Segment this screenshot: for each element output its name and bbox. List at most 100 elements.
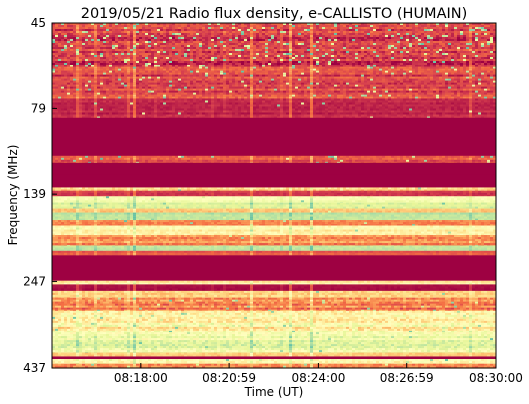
heat-cell: [283, 70, 286, 73]
heat-cell: [307, 37, 310, 39]
heat-cell: [286, 53, 289, 55]
heat-cell: [490, 76, 493, 79]
heat-cell: [415, 70, 418, 73]
heat-cell: [424, 66, 427, 69]
heat-cell: [358, 86, 361, 89]
heat-cell: [64, 57, 67, 59]
heat-cell: [262, 37, 265, 39]
heat-cell: [58, 41, 61, 43]
heat-cell: [190, 37, 193, 39]
heat-cell: [415, 84, 418, 87]
heat-cell: [73, 84, 76, 87]
heat-cell: [85, 39, 88, 41]
heat-cell: [460, 72, 463, 75]
heat-cell: [331, 82, 334, 85]
heat-cell: [463, 70, 466, 73]
heat-cell: [370, 80, 373, 83]
heat-cell: [451, 57, 454, 59]
heat-cell: [331, 68, 334, 71]
heat-cell: [343, 57, 346, 59]
heat-cell: [370, 74, 373, 77]
heat-cell: [469, 82, 472, 85]
heat-cell: [151, 86, 154, 89]
heat-cell: [130, 53, 133, 55]
heat-cell: [184, 31, 187, 33]
heat-cell: [322, 55, 325, 57]
heat-cell: [127, 31, 130, 33]
heat-cell: [409, 59, 412, 61]
heat-cell: [106, 55, 109, 57]
heat-cell: [139, 41, 142, 43]
heat-cell: [385, 29, 388, 31]
heat-cell: [163, 41, 166, 43]
heat-cell: [322, 59, 325, 61]
heat-cell: [346, 66, 349, 69]
heat-cell: [454, 66, 457, 69]
heat-cell: [283, 84, 286, 87]
heat-cell: [406, 49, 409, 51]
heat-cell: [352, 70, 355, 73]
heat-cell: [493, 43, 496, 45]
heat-cell: [433, 29, 436, 31]
heat-cell: [355, 37, 358, 39]
heat-cell: [211, 76, 214, 79]
heat-cell: [457, 23, 460, 25]
heat-cell: [262, 63, 265, 65]
heat-cell: [367, 53, 370, 55]
heat-cell: [463, 55, 466, 57]
heat-cell: [82, 25, 85, 27]
heat-cell: [214, 66, 217, 69]
heat-cell: [334, 84, 337, 87]
heat-cell: [205, 78, 208, 81]
heat-cell: [418, 55, 421, 57]
heat-cell: [307, 80, 310, 83]
heat-cell: [133, 76, 136, 79]
heat-cell: [223, 86, 226, 89]
heat-cell: [133, 23, 136, 25]
heat-cell: [457, 63, 460, 65]
heat-cell: [484, 31, 487, 33]
heat-cell: [136, 27, 139, 29]
heat-cell: [394, 41, 397, 43]
heat-cell: [295, 45, 298, 47]
heat-cell: [121, 70, 124, 73]
heat-cell: [157, 76, 160, 79]
heat-cell: [388, 70, 391, 73]
heat-cell: [202, 66, 205, 69]
heat-cell: [268, 27, 271, 29]
heat-cell: [241, 57, 244, 59]
heat-cell: [130, 76, 133, 79]
heat-cell: [289, 37, 292, 39]
heat-cell: [199, 47, 202, 49]
heat-cell: [265, 29, 268, 31]
heat-cell: [211, 27, 214, 29]
heat-cell: [403, 66, 406, 69]
heat-cell: [157, 82, 160, 85]
heat-cell: [220, 61, 223, 63]
heat-cell: [463, 63, 466, 65]
heat-cell: [97, 33, 100, 35]
heat-cell: [325, 66, 328, 69]
heat-cell: [283, 37, 286, 39]
heat-cell: [106, 82, 109, 85]
heat-cell: [169, 68, 172, 71]
heat-cell: [376, 41, 379, 43]
heat-cell: [208, 66, 211, 69]
heat-cell: [253, 57, 256, 59]
heat-cell: [445, 53, 448, 55]
heat-cell: [121, 86, 124, 89]
heat-cell: [346, 86, 349, 89]
heat-cell: [472, 68, 475, 71]
heat-cell: [424, 70, 427, 73]
heat-cell: [466, 29, 469, 31]
heat-cell: [202, 59, 205, 61]
heat-cell: [460, 45, 463, 47]
heat-cell: [118, 63, 121, 65]
heat-cell: [355, 25, 358, 27]
heat-cell: [283, 39, 286, 41]
heat-cell: [355, 41, 358, 43]
heat-cell: [412, 57, 415, 59]
heat-cell: [202, 23, 205, 25]
heat-cell: [76, 57, 79, 59]
heat-cell: [265, 65, 268, 67]
